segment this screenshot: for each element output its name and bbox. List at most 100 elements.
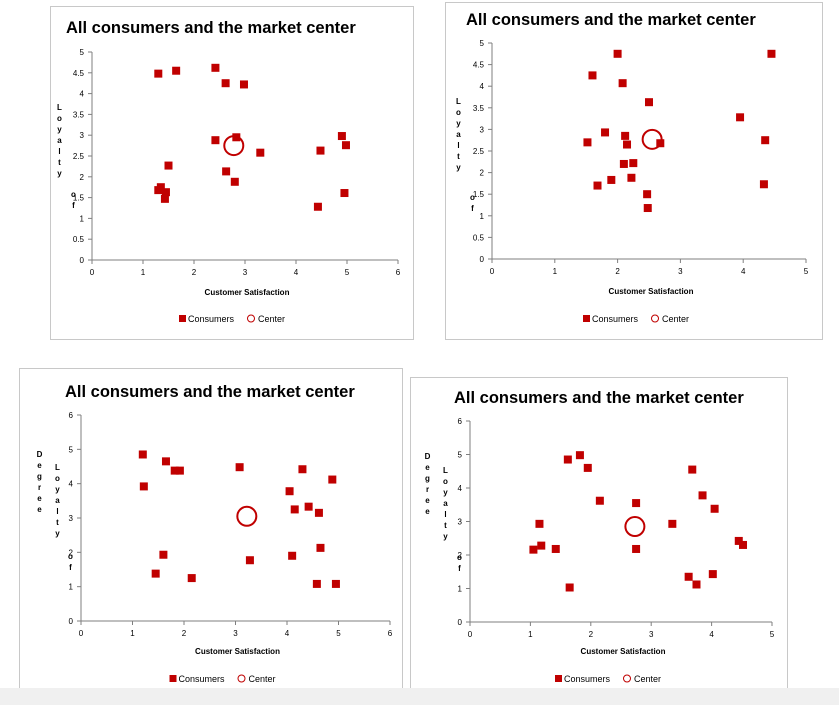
legend-center-label: Center: [249, 674, 276, 684]
x-tick-label: 5: [770, 630, 775, 639]
scatter-chart-3: All consumers and the market center 0 1 2 3 4…: [37, 383, 393, 684]
consumer-point: [211, 136, 220, 145]
consumer-point: [175, 466, 184, 475]
y-tick-label: 5: [458, 451, 463, 460]
consumer-point: [159, 550, 168, 559]
legend-consumers-marker: [555, 675, 562, 682]
consumer-point: [684, 572, 693, 581]
y-tick-label: 3.5: [473, 104, 485, 113]
x-tick-label: 1: [553, 267, 558, 276]
consumer-point: [583, 463, 592, 472]
legend-consumers-label: Consumers: [564, 674, 611, 684]
y-tick-label: 2: [80, 173, 85, 182]
consumer-point: [767, 49, 776, 58]
chart-panel-2: All consumers and the market center 0 0.5 1…: [445, 2, 823, 340]
y-tick-label: 4: [69, 480, 74, 489]
x-tick-label: 2: [192, 268, 197, 277]
y-tick-label: 3: [69, 514, 74, 523]
consumer-point: [172, 66, 181, 75]
consumer-point: [222, 167, 231, 176]
chart-panel-3: All consumers and the market center 0 1 2 3 4…: [19, 368, 403, 696]
y-tick-label: 2: [458, 551, 463, 560]
y-tick-label: 0: [458, 618, 463, 627]
chart-panel-4: All consumers and the market center 0 1 2 3 4…: [410, 377, 788, 695]
consumer-point: [645, 98, 653, 107]
chart-panel-1: All consumers and the market center 0 0.5 1…: [50, 6, 414, 340]
x-tick-label: 3: [243, 268, 248, 277]
x-tick-label: 6: [396, 268, 401, 277]
x-tick-label: 2: [182, 629, 187, 638]
consumer-point: [698, 491, 707, 500]
consumer-point: [161, 457, 170, 466]
x-tick-label: 4: [285, 629, 290, 638]
legend-center-label: Center: [258, 314, 285, 324]
consumer-point: [710, 504, 719, 513]
legend-consumers-label: Consumers: [592, 314, 639, 324]
consumer-point: [618, 79, 627, 88]
consumer-point: [692, 580, 701, 589]
consumer-point: [331, 579, 340, 588]
y-tick-label: 4: [480, 82, 485, 91]
consumer-point: [736, 113, 745, 122]
y-tick-label: 6: [69, 411, 74, 420]
consumer-point: [601, 128, 610, 137]
y-tick-label: 0: [69, 617, 74, 626]
consumer-point: [623, 140, 632, 149]
y-tick-label: 4.5: [73, 69, 85, 78]
consumer-point: [759, 180, 768, 189]
consumer-point: [575, 451, 584, 460]
consumer-point: [537, 541, 546, 550]
consumer-point: [154, 69, 163, 78]
consumer-point: [643, 204, 652, 213]
x-tick-label: 5: [336, 629, 341, 638]
legend-center-marker: [237, 674, 246, 683]
x-tick-label: 4: [741, 267, 746, 276]
consumer-point: [588, 71, 597, 80]
x-tick-label: 4: [294, 268, 299, 277]
y-tick-label: 0: [480, 255, 485, 264]
consumer-point: [340, 189, 349, 198]
consumer-point: [170, 466, 179, 475]
market-center-point: [236, 505, 258, 527]
y-tick-label: 5: [480, 39, 485, 48]
consumer-point: [621, 131, 630, 140]
consumer-point: [285, 487, 294, 496]
y-tick-label: 3.5: [73, 110, 85, 119]
y-tick-label: 1: [480, 212, 485, 221]
consumer-point: [583, 138, 592, 147]
consumer-point: [593, 181, 602, 190]
consumer-point: [328, 475, 337, 484]
consumer-point: [619, 159, 628, 168]
market-center-point: [223, 135, 245, 157]
consumer-point: [290, 505, 299, 514]
consumer-point: [221, 79, 230, 88]
x-tick-label: 2: [615, 267, 620, 276]
y-tick-label: 0.5: [73, 235, 85, 244]
y-tick-label: 1: [80, 214, 85, 223]
legend-center-label: Center: [634, 674, 661, 684]
y-tick-label: 3: [458, 518, 463, 527]
chart-title: All consumers and the market center: [65, 383, 355, 401]
consumer-point: [734, 536, 743, 545]
x-tick-label: 0: [79, 629, 84, 638]
chart-title: All consumers and the market center: [66, 19, 356, 37]
consumer-point: [341, 141, 350, 150]
x-tick-label: 4: [709, 630, 714, 639]
consumer-point: [230, 177, 239, 186]
market-center-point: [641, 128, 663, 150]
legend-consumers-marker: [583, 315, 590, 322]
legend-consumers-label: Consumers: [188, 314, 235, 324]
x-tick-label: 0: [90, 268, 95, 277]
consumer-point: [138, 450, 147, 459]
consumer-point: [288, 551, 297, 560]
chart-legend: Consumers Center: [169, 674, 276, 684]
consumer-point: [632, 544, 641, 553]
consumer-point: [298, 465, 307, 474]
consumer-point: [316, 146, 325, 155]
